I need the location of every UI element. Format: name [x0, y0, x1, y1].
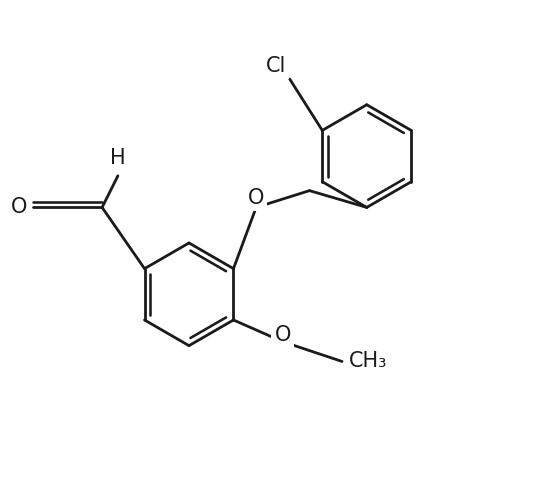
Text: O: O [248, 188, 264, 207]
Text: Cl: Cl [266, 56, 286, 76]
Text: H: H [110, 148, 126, 168]
Text: O: O [11, 197, 27, 217]
Text: O: O [274, 325, 291, 345]
Text: CH₃: CH₃ [348, 351, 387, 372]
